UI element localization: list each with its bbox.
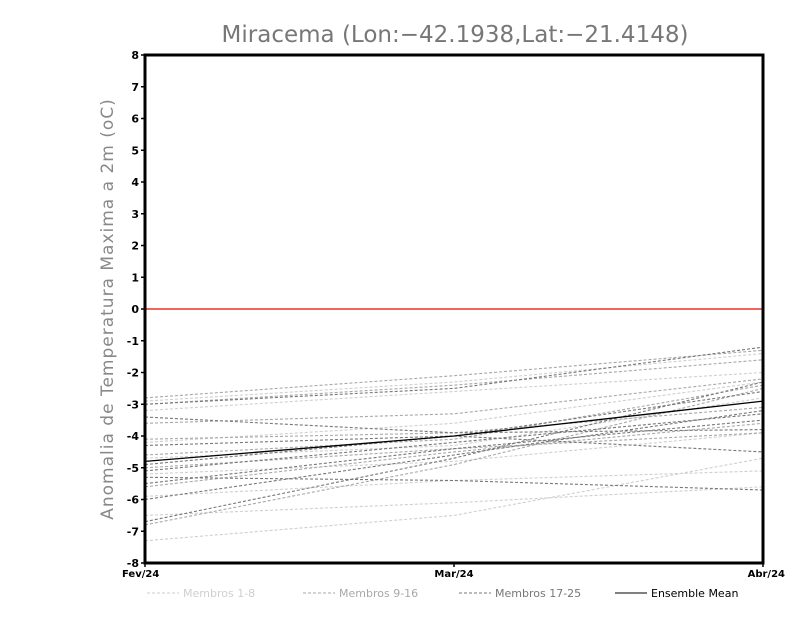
series-line-group3-6 [144,416,764,434]
y-tick-label: -6 [127,494,140,507]
y-tick-label: -3 [127,398,139,411]
y-tick-label: 8 [131,49,139,62]
series-line-group1-4 [144,432,764,475]
series-line-group2-4 [144,406,764,440]
series-line-group2-6 [144,359,764,405]
y-tick-label: 5 [131,144,139,157]
y-axis-label: Anomalia de Temperatura Maxima a 2m (oC) [98,98,118,520]
y-tick-label: -5 [127,462,139,475]
series-line-group3-1 [144,381,764,523]
series-line-group2-1 [144,387,764,526]
chart-title: Miracema (Lon:−42.1938,Lat:−21.4148) [222,22,689,48]
plot-area: -8 -7 -6 -5 -4 -3 -2 -1 0 1 2 3 4 5 6 7 8 Fev/24 Mar/24 Abr… [122,49,785,580]
series-line-group1-1 [144,457,764,542]
series-line-group2-7 [144,349,764,399]
series-line-group1-2 [144,486,764,516]
y-tick-label: -1 [127,335,139,348]
x-tick-label: Fev/24 [122,569,159,580]
y-tick-label: 3 [131,208,139,221]
y-tick-label: -7 [127,525,139,538]
y-tick-label: -4 [127,430,140,443]
x-tick-label: Abr/24 [748,569,785,580]
series-line-group2-2 [144,422,764,488]
series-line-group3-5 [144,390,764,447]
series-line-group3-2 [144,419,764,485]
series-line-group2-3 [144,432,764,469]
ensemble-mean-line [144,400,764,463]
y-tick-label: 2 [131,240,139,253]
series-line-group3-3 [144,476,764,491]
x-tick-label: Mar/24 [434,569,473,580]
legend-label: Ensemble Mean [651,587,738,600]
y-tick-label: 0 [131,303,139,316]
series-line-group1-7 [144,352,764,402]
y-tick-label: -2 [127,367,139,380]
legend-label: Membros 9-16 [339,587,418,600]
series-line-group3-8 [144,410,764,501]
series-line-group1-3 [144,470,764,497]
series-line-group1-6 [144,371,764,412]
y-tick-label: 6 [131,113,139,126]
series-line-group2-5 [144,378,764,424]
y-tick-label: 4 [131,176,139,189]
series-line-group3-7 [144,346,764,405]
legend: Membros 1-8 Membros 9-16 Membros 17-25 Ense… [147,587,738,600]
y-tick-label: 7 [131,81,139,94]
series-line-group3-9 [144,413,764,472]
y-tick-label: 1 [131,271,139,284]
legend-label: Membros 17-25 [495,587,581,600]
series-line-group1-8 [144,381,764,443]
y-tick-label: -8 [127,557,139,570]
legend-label: Membros 1-8 [183,587,255,600]
